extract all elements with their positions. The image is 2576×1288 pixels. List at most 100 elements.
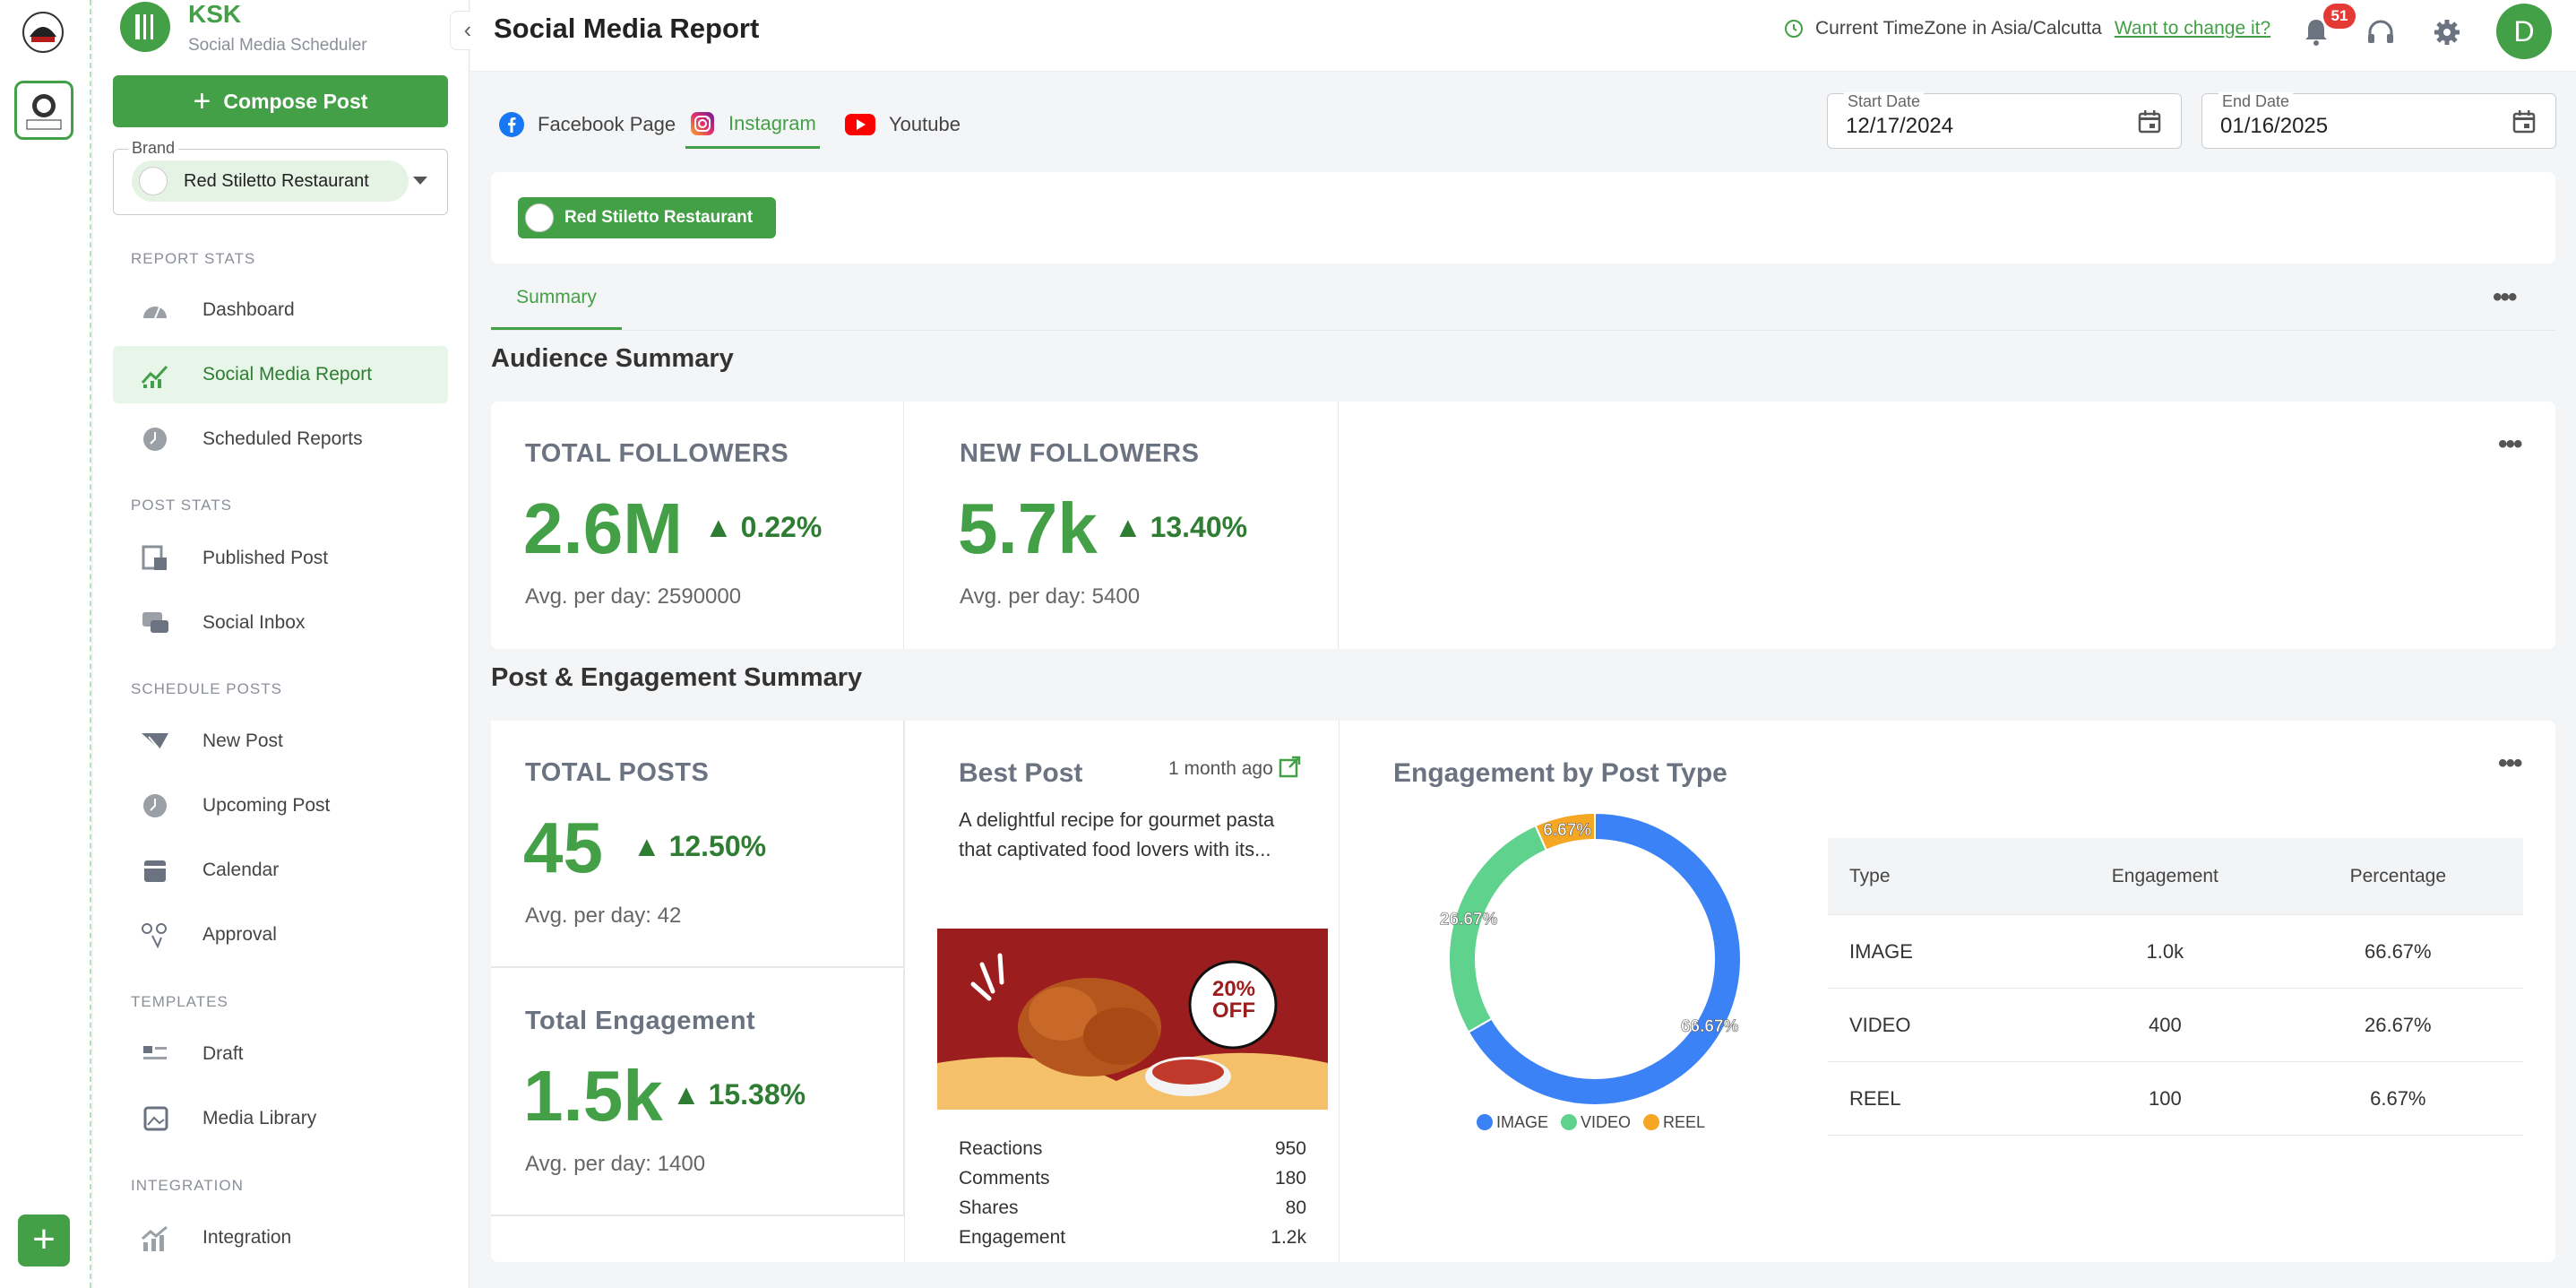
sidebar-item-draft[interactable]: Draft	[113, 1025, 448, 1083]
brand-chip[interactable]: Red Stiletto Restaurant	[132, 160, 409, 202]
start-date-value: 12/17/2024	[1846, 114, 1954, 138]
app-logo[interactable]	[20, 9, 66, 56]
stat-avg: Avg. per day: 42	[525, 903, 682, 928]
timezone-text: Current TimeZone in Asia/Calcutta	[1815, 18, 2102, 39]
section-templates: TEMPLATES	[131, 993, 228, 1010]
calendar-icon[interactable]	[2511, 108, 2537, 135]
tab-youtube[interactable]: Youtube	[840, 100, 964, 149]
table-cell: 66.67%	[2364, 939, 2432, 963]
change-timezone-link[interactable]: Want to change it?	[2114, 18, 2271, 39]
sidebar-item-approval[interactable]: Approval	[113, 906, 448, 964]
stat-change: ▲ 15.38%	[672, 1078, 806, 1111]
facebook-icon	[499, 112, 524, 137]
add-brand-button[interactable]: +	[18, 1215, 70, 1266]
column-divider	[904, 721, 905, 1262]
sidebar-item-scheduled-reports[interactable]: Scheduled Reports	[113, 411, 448, 468]
legend-label: VIDEO	[1581, 1113, 1632, 1131]
sidebar-item-label: Published Post	[202, 548, 329, 568]
section-schedule-posts: SCHEDULE POSTS	[131, 680, 282, 697]
legend-item-image[interactable]: IMAGE	[1477, 1113, 1548, 1132]
more-options-icon[interactable]: •••	[2498, 429, 2522, 459]
timezone-info: Current TimeZone in Asia/Calcutta Want t…	[1783, 18, 2270, 39]
section-report-stats: REPORT STATS	[131, 250, 256, 267]
sidebar-item-upcoming-post[interactable]: Upcoming Post	[113, 777, 448, 834]
stat-avg: Avg. per day: 5400	[960, 584, 1141, 609]
table-row: REEL 100 6.67%	[1828, 1062, 2523, 1136]
brand-avatar	[525, 203, 554, 232]
more-options-icon[interactable]: •••	[2498, 748, 2522, 778]
sidebar-item-published-post[interactable]: Published Post	[113, 530, 448, 587]
best-post-stat: Reactions 950	[959, 1138, 1306, 1159]
end-date-value: 01/16/2025	[2220, 114, 2329, 138]
best-post-image[interactable]: 20% OFF	[937, 929, 1328, 1110]
plus-icon: +	[193, 84, 211, 118]
sidebar-item-integration[interactable]: Integration	[113, 1209, 448, 1266]
stat-title: Total Engagement	[525, 1007, 756, 1035]
donut-label-image: 66.67%	[1681, 1017, 1739, 1036]
total-posts-card: TOTAL POSTS 45 ▲ 12.50% Avg. per day: 42	[491, 721, 904, 968]
best-post-stat: Comments 180	[959, 1168, 1306, 1189]
legend-swatch	[1477, 1114, 1493, 1130]
top-bar: Social Media Report Current TimeZone in …	[470, 0, 2576, 72]
stat-avg: Avg. per day: 1400	[525, 1152, 706, 1176]
selected-brand-chip[interactable]: Red Stiletto Restaurant	[518, 197, 776, 238]
sidebar-item-calendar[interactable]: Calendar	[113, 842, 448, 899]
calendar-icon[interactable]	[2136, 108, 2163, 135]
sidebar-item-new-post[interactable]: New Post	[113, 713, 448, 770]
donut-slice-image[interactable]	[1467, 811, 1742, 1106]
donut-slice-video[interactable]	[1448, 824, 1548, 1033]
user-avatar[interactable]: D	[2496, 4, 2552, 59]
chart-legend: IMAGE VIDEO REEL	[1477, 1113, 1705, 1132]
selected-brands-panel	[491, 172, 2555, 264]
sidebar-item-label: Scheduled Reports	[202, 428, 363, 449]
table-cell: 400	[2148, 1013, 2182, 1036]
approval-icon	[142, 923, 167, 948]
more-options-icon[interactable]: •••	[2493, 282, 2517, 312]
table-row: VIDEO 400 26.67%	[1828, 989, 2523, 1062]
app-subtitle: Social Media Scheduler	[188, 36, 367, 55]
stat-value: 2.6M	[523, 488, 683, 568]
integration-icon	[142, 1225, 168, 1251]
tab-label: Youtube	[889, 113, 961, 135]
sidebar-item-label: Social Media Report	[202, 364, 373, 385]
sidebar-item-social-inbox[interactable]: Social Inbox	[113, 594, 448, 652]
sidebar-item-dashboard[interactable]: Dashboard	[113, 281, 448, 339]
published-icon	[142, 545, 167, 570]
sidebar-item-label: Approval	[202, 924, 277, 945]
tab-label: Facebook Page	[538, 113, 676, 135]
tab-label: Instagram	[728, 111, 816, 134]
total-followers-card: TOTAL FOLLOWERS 2.6M ▲ 0.22% Avg. per da…	[491, 402, 904, 649]
stat-value: 5.7k	[958, 488, 1098, 568]
compose-post-button[interactable]: + Compose Post	[113, 75, 448, 127]
legend-item-reel[interactable]: REEL	[1643, 1113, 1705, 1132]
sidebar-item-social-media-report[interactable]: Social Media Report	[113, 346, 448, 403]
brand-select[interactable]: Brand Red Stiletto Restaurant	[113, 139, 448, 215]
legend-swatch	[1643, 1114, 1660, 1130]
legend-item-video[interactable]: VIDEO	[1561, 1113, 1631, 1132]
engagement-donut-chart: 66.67% 26.67% 6.67%	[1440, 811, 1742, 1106]
headset-icon[interactable]	[2363, 14, 2399, 50]
tab-summary[interactable]: Summary	[491, 278, 622, 330]
start-date-field[interactable]: Start Date 12/17/2024	[1827, 92, 2182, 149]
brand-switcher-logo[interactable]	[14, 81, 73, 140]
gear-icon[interactable]	[2429, 14, 2465, 50]
stat-change: ▲ 12.50%	[633, 830, 767, 862]
best-post-stat: Engagement 1.2k	[959, 1227, 1306, 1248]
sidebar-item-media-library[interactable]: Media Library	[113, 1090, 448, 1147]
external-link-icon[interactable]	[1278, 756, 1301, 779]
end-date-label: End Date	[2218, 92, 2294, 111]
tab-facebook-page[interactable]: Facebook Page	[495, 100, 679, 149]
media-icon	[143, 1106, 168, 1131]
brand-chip-label: Red Stiletto Restaurant	[184, 171, 369, 191]
stat-change: ▲ 13.40%	[1114, 511, 1248, 543]
bell-icon[interactable]	[2298, 14, 2334, 50]
donut-slice-reel[interactable]	[1534, 811, 1596, 851]
total-engagement-card: Total Engagement 1.5k ▲ 15.38% Avg. per …	[491, 969, 904, 1216]
chevron-down-icon[interactable]	[413, 177, 427, 185]
left-rail: +	[0, 0, 91, 1288]
tab-instagram[interactable]: Instagram	[685, 100, 820, 149]
sidebar-item-label: Draft	[202, 1043, 244, 1064]
best-post-title: Best Post	[959, 758, 1083, 788]
table-cell: REEL	[1849, 1086, 1901, 1110]
end-date-field[interactable]: End Date 01/16/2025	[2201, 92, 2556, 149]
